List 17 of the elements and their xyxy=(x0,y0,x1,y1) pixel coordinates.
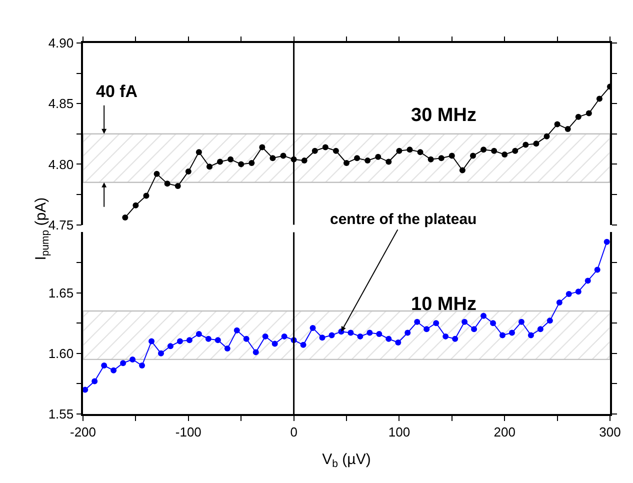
y-tick-label: 1.65 xyxy=(48,285,74,300)
x-tick-label: 300 xyxy=(599,424,621,440)
y-tick-label: 4.85 xyxy=(48,96,74,112)
x-tick-label: 0 xyxy=(290,424,298,440)
series-label: 30 MHz xyxy=(411,105,476,126)
annotation: centre of the plateau xyxy=(330,211,477,228)
y-tick-label: 1.60 xyxy=(48,346,74,361)
y-tick-label: 1.55 xyxy=(48,406,74,422)
series-label: 10 MHz xyxy=(411,294,476,315)
x-axis-title: V$_{b}$ (µV) xyxy=(322,450,371,470)
x-tick-label: 200 xyxy=(494,424,516,440)
y-tick-label: 4.90 xyxy=(48,36,74,51)
band-label: 40 fA xyxy=(96,82,138,101)
x-tick-label: 100 xyxy=(388,424,410,440)
x-tick-label: -100 xyxy=(175,424,202,440)
y-tick-label: 4.80 xyxy=(48,156,74,172)
x-tick-label: -200 xyxy=(70,424,96,440)
